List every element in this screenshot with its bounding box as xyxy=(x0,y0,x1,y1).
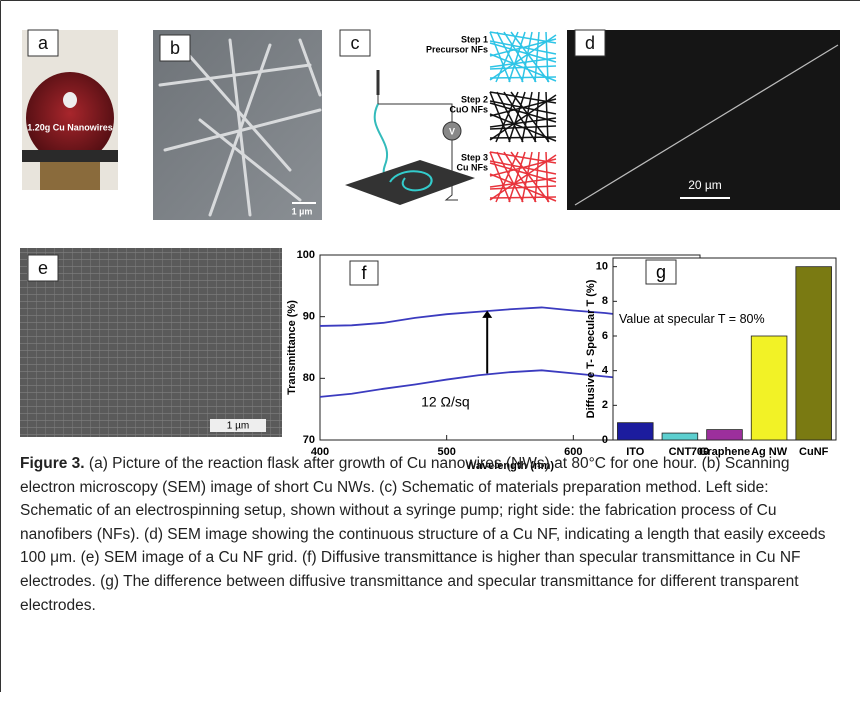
panel-label: a xyxy=(38,33,49,53)
scale-text: 1 µm xyxy=(227,421,249,432)
fiber xyxy=(490,58,556,67)
scale-text: 20 µm xyxy=(688,178,722,192)
fiber xyxy=(490,178,556,187)
fiber xyxy=(497,32,523,82)
bar xyxy=(617,423,653,440)
fiber xyxy=(497,152,523,202)
panel-label: d xyxy=(585,33,595,53)
fiber-nets xyxy=(490,32,556,202)
panel-label: c xyxy=(351,33,360,53)
panel-c: c V Step 1 Precursor NFs Step 2 CuO NFs … xyxy=(340,30,556,205)
sem-image xyxy=(20,248,282,437)
panel-d: d 20 µm xyxy=(567,30,840,210)
flask-highlight xyxy=(63,92,77,108)
y-tick-label: 0 xyxy=(602,434,608,446)
annotation: 12 Ω/sq xyxy=(421,394,470,410)
y-tick-label: 10 xyxy=(596,261,608,273)
stand xyxy=(22,150,118,162)
collector xyxy=(345,160,475,205)
step-text: Cu NFs xyxy=(457,162,489,172)
y-tick-label: 90 xyxy=(303,311,315,323)
fiber xyxy=(490,118,556,127)
y-tick-label: 6 xyxy=(602,330,608,342)
fiber xyxy=(490,77,556,78)
y-tick-label: 2 xyxy=(602,399,608,411)
step-text: Precursor NFs xyxy=(426,44,488,54)
step-text: CuO NFs xyxy=(449,104,488,114)
fiber xyxy=(490,137,556,138)
panel-label: g xyxy=(656,262,666,282)
fiber xyxy=(497,92,523,142)
y-tick-label: 80 xyxy=(303,372,315,384)
step-title: Step 3 xyxy=(461,152,488,162)
panel-label: e xyxy=(38,258,48,278)
scale-text: 1 µm xyxy=(292,206,313,216)
bar xyxy=(707,430,743,440)
bar xyxy=(751,336,787,440)
panel-e: e 1 µm xyxy=(20,248,282,437)
voltmeter-label: V xyxy=(449,126,455,136)
wire xyxy=(378,95,452,122)
step-title: Step 1 xyxy=(461,34,488,44)
cork-ring xyxy=(40,162,100,190)
bar xyxy=(796,267,832,440)
figure: a 1.20g Cu Nanowires b 1 µm c V Step 1 P… xyxy=(0,0,860,707)
fiber xyxy=(546,152,548,202)
fiber xyxy=(546,92,548,142)
fiber xyxy=(490,197,556,198)
panel-label: b xyxy=(170,38,180,58)
step-title: Step 2 xyxy=(461,94,488,104)
caption: Figure 3. (a) Picture of the reaction fl… xyxy=(20,452,842,617)
y-tick-label: 4 xyxy=(602,365,609,377)
image-text: 1.20g Cu Nanowires xyxy=(27,122,113,132)
caption-label: Figure 3. xyxy=(20,455,85,472)
bar xyxy=(662,433,698,440)
panel-b: b 1 µm xyxy=(153,30,322,220)
y-tick-label: 100 xyxy=(297,249,315,261)
fiber xyxy=(546,32,548,82)
annotation: Value at specular T = 80% xyxy=(619,312,765,326)
y-axis-label: Transmittance (%) xyxy=(286,300,298,395)
caption-text: (a) Picture of the reaction flask after … xyxy=(20,455,826,614)
panel-a: a 1.20g Cu Nanowires xyxy=(22,30,118,190)
y-tick-label: 8 xyxy=(602,295,608,307)
y-axis-label: Diffusive T- Specular T (%) xyxy=(585,279,597,418)
y-tick-label: 70 xyxy=(303,434,315,446)
